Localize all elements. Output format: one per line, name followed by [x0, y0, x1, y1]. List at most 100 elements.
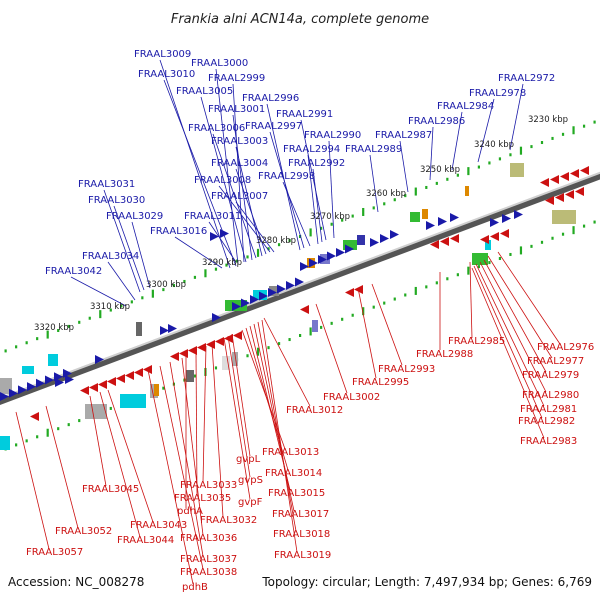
label-leader-line: [497, 251, 561, 345]
gene-feature-block: [222, 356, 230, 370]
tick-mark: [67, 423, 70, 427]
tick-mark: [435, 181, 438, 185]
forward-gene-arrow: [450, 213, 459, 222]
tick-mark: [456, 273, 459, 277]
forward-gene-arrow: [318, 255, 327, 264]
gene-label: FRAAL3045: [82, 484, 139, 495]
gene-label: FRAAL3032: [200, 515, 257, 526]
label-leader-line: [469, 261, 473, 339]
gene-label: FRAAL3018: [273, 529, 330, 540]
label-leader-line: [315, 303, 348, 394]
tick-mark: [4, 349, 7, 353]
reverse-gene-arrow: [206, 340, 215, 349]
label-leader-line: [269, 131, 305, 249]
tick-mark: [25, 439, 28, 443]
label-leader-line: [159, 365, 204, 570]
gene-label: FRAAL2977: [527, 356, 584, 367]
gene-label: FRAAL2998: [258, 171, 315, 182]
tick-mark: [519, 246, 523, 255]
reverse-gene-arrow: [30, 412, 39, 421]
reverse-gene-arrow: [440, 237, 449, 246]
gene-label: FRAAL3017: [272, 509, 329, 520]
tick-mark: [204, 269, 207, 278]
tick-mark: [235, 259, 239, 263]
reverse-gene-arrow: [560, 172, 569, 181]
outer-tick-track: [4, 120, 596, 353]
gene-label: FRAAL2993: [378, 364, 435, 375]
tick-mark: [15, 345, 18, 349]
gene-label: gvpS: [238, 475, 263, 486]
gene-label: FRAAL2983: [520, 436, 577, 447]
reverse-gene-arrow: [570, 169, 579, 178]
accession-text: Accession: NC_008278: [8, 575, 144, 589]
tick-mark: [256, 248, 260, 257]
tick-mark: [404, 194, 407, 198]
gene-label: FRAAL3005: [176, 86, 233, 97]
gene-label: FRAAL2997: [245, 121, 302, 132]
gene-feature-block: [186, 370, 194, 382]
reverse-gene-arrow: [450, 234, 459, 243]
gene-feature-block: [422, 209, 428, 219]
gene-feature-block: [136, 322, 142, 336]
gene-label: FRAAL3031: [78, 179, 135, 190]
reverse-gene-arrow: [490, 232, 499, 241]
tick-mark: [277, 243, 281, 247]
tick-mark: [109, 308, 112, 312]
tick-mark: [109, 406, 112, 410]
forward-gene-arrow: [250, 295, 259, 304]
forward-gene-arrow: [327, 251, 336, 261]
forward-gene-arrow: [426, 221, 435, 230]
tick-mark: [467, 266, 470, 275]
reverse-gene-arrow: [430, 240, 439, 249]
forward-gene-arrow: [490, 218, 499, 227]
tick-mark: [330, 321, 333, 325]
gene-label: FRAAL2986: [408, 116, 465, 127]
gene-label: FRAAL3001: [208, 104, 265, 115]
tick-mark: [435, 281, 438, 285]
gene-label: FRAAL2979: [522, 370, 579, 381]
tick-mark: [120, 304, 123, 308]
tick-mark: [25, 341, 28, 345]
label-leader-line: [223, 337, 251, 500]
kbp-tick-label: 3320 kbp: [34, 323, 74, 333]
reverse-gene-arrow: [550, 175, 559, 184]
gene-label: FRAAL2991: [276, 109, 333, 120]
gene-label: FRAAL3012: [286, 405, 343, 416]
tick-mark: [57, 328, 60, 332]
gene-label: FRAAL2989: [345, 144, 402, 155]
label-leader-line: [357, 287, 377, 379]
label-leader-line: [103, 189, 141, 293]
label-leader-line: [15, 411, 50, 550]
forward-gene-arrow: [514, 210, 523, 219]
label-leader-line: [159, 59, 231, 269]
forward-gene-arrow: [241, 298, 250, 308]
gene-label: FRAAL2987: [375, 130, 432, 141]
tick-mark: [36, 337, 39, 341]
label-leader-line: [477, 98, 495, 163]
reverse-gene-arrow: [345, 288, 354, 297]
forward-gene-arrow: [168, 324, 177, 333]
tick-mark: [320, 226, 323, 230]
tick-mark: [488, 261, 491, 265]
label-leader-line: [399, 140, 409, 193]
tick-mark: [351, 214, 354, 218]
gene-label: FRAAL2978: [469, 88, 526, 99]
label-leader-line: [509, 83, 524, 151]
tick-mark: [540, 240, 544, 244]
reverse-gene-arrow: [98, 380, 107, 389]
label-leader-line: [451, 111, 463, 171]
tick-mark: [246, 255, 249, 259]
gene-label: FRAAL3002: [323, 392, 380, 403]
label-leader-line: [202, 345, 207, 483]
tick-mark: [99, 310, 102, 319]
tick-mark: [519, 146, 523, 155]
tick-mark: [383, 301, 386, 305]
gene-label: FRAAL2980: [522, 390, 579, 401]
tick-mark: [404, 293, 407, 297]
gene-feature-block: [485, 240, 491, 250]
tick-mark: [151, 289, 154, 298]
tick-mark: [46, 330, 49, 339]
reverse-gene-arrow: [480, 235, 489, 244]
label-leader-line: [169, 361, 204, 557]
